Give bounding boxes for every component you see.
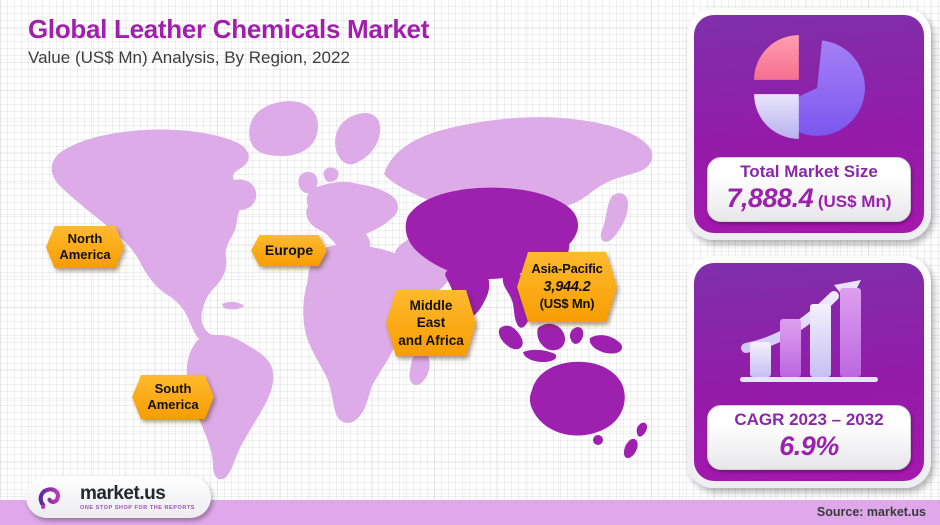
badge-line: Europe xyxy=(264,241,314,258)
map-borneo xyxy=(537,323,566,351)
page-subtitle: Value (US$ Mn) Analysis, By Region, 2022 xyxy=(28,48,350,67)
map-australia xyxy=(529,361,625,436)
asia-pacific-value: 3,944.2 xyxy=(543,278,591,295)
market-size-label: Total Market Size xyxy=(740,162,878,181)
badge-line: America xyxy=(59,247,111,262)
map-sumatra xyxy=(498,325,523,350)
map-russia xyxy=(384,117,653,215)
map-greenland xyxy=(249,101,318,156)
badge-line: East xyxy=(416,315,446,331)
cagr-card: CAGR 2023 – 2032 6.9% xyxy=(687,256,931,488)
map-caribbean xyxy=(222,301,244,310)
market-size-value-line: 7,888.4 (US$ Mn) xyxy=(712,183,906,214)
cagr-value-box: CAGR 2023 – 2032 6.9% xyxy=(707,405,911,470)
map-south-america xyxy=(186,334,274,480)
map-new-zealand-north xyxy=(636,422,648,437)
badge-line: Asia-Pacific xyxy=(531,261,603,277)
map-india xyxy=(445,262,490,317)
map-japan xyxy=(600,193,628,242)
region-badge-north-america: North America xyxy=(46,226,124,268)
map-north-america xyxy=(51,129,257,346)
map-europe xyxy=(306,181,398,255)
market-size-unit: (US$ Mn) xyxy=(817,192,892,211)
source-note: Source: market.us xyxy=(816,505,926,519)
cagr-label: CAGR 2023 – 2032 xyxy=(734,410,884,429)
pie-chart-icon xyxy=(754,35,865,139)
badge-line: America xyxy=(147,397,199,412)
region-badge-south-america: South America xyxy=(132,375,214,419)
asia-pacific-unit: (US$ Mn) xyxy=(539,296,595,312)
map-asia-pacific-highlight xyxy=(405,187,648,459)
badge-line: and Africa xyxy=(398,332,464,348)
page-title: Global Leather Chemicals Market xyxy=(28,14,430,44)
market-size-value-box: Total Market Size 7,888.4 (US$ Mn) xyxy=(707,157,911,222)
market-us-logo-icon xyxy=(38,486,72,510)
market-size-value: 7,888.4 xyxy=(726,183,814,213)
total-market-size-card: Total Market Size 7,888.4 (US$ Mn) xyxy=(687,8,931,240)
region-badge-asia-pacific: Asia-Pacific 3,944.2 (US$ Mn) xyxy=(517,252,617,322)
map-tasmania xyxy=(593,435,603,445)
map-sulawesi xyxy=(569,327,584,344)
map-java xyxy=(523,349,557,362)
map-new-zealand-south xyxy=(624,438,638,459)
region-badge-europe: Europe xyxy=(251,235,327,266)
badge-line: North xyxy=(67,231,103,247)
region-badge-middle-east-and-africa: Middle East and Africa xyxy=(386,290,476,356)
brand-logo: market.us ONE STOP SHOP FOR THE REPORTS xyxy=(26,476,211,518)
brand-tagline: ONE STOP SHOP FOR THE REPORTS xyxy=(80,504,195,511)
map-land-regions xyxy=(51,101,653,480)
map-madagascar xyxy=(409,351,430,386)
map-new-guinea xyxy=(589,335,623,354)
brand-name: market.us xyxy=(80,482,166,504)
map-iceland xyxy=(323,167,339,182)
growth-bar-chart-icon xyxy=(740,280,878,382)
map-united-kingdom xyxy=(298,172,318,194)
cagr-value: 6.9% xyxy=(779,431,839,461)
map-africa xyxy=(303,244,418,423)
world-map xyxy=(51,101,653,480)
map-scandinavia xyxy=(335,112,381,165)
badge-line: South xyxy=(154,381,192,397)
badge-line: Middle xyxy=(409,297,453,313)
